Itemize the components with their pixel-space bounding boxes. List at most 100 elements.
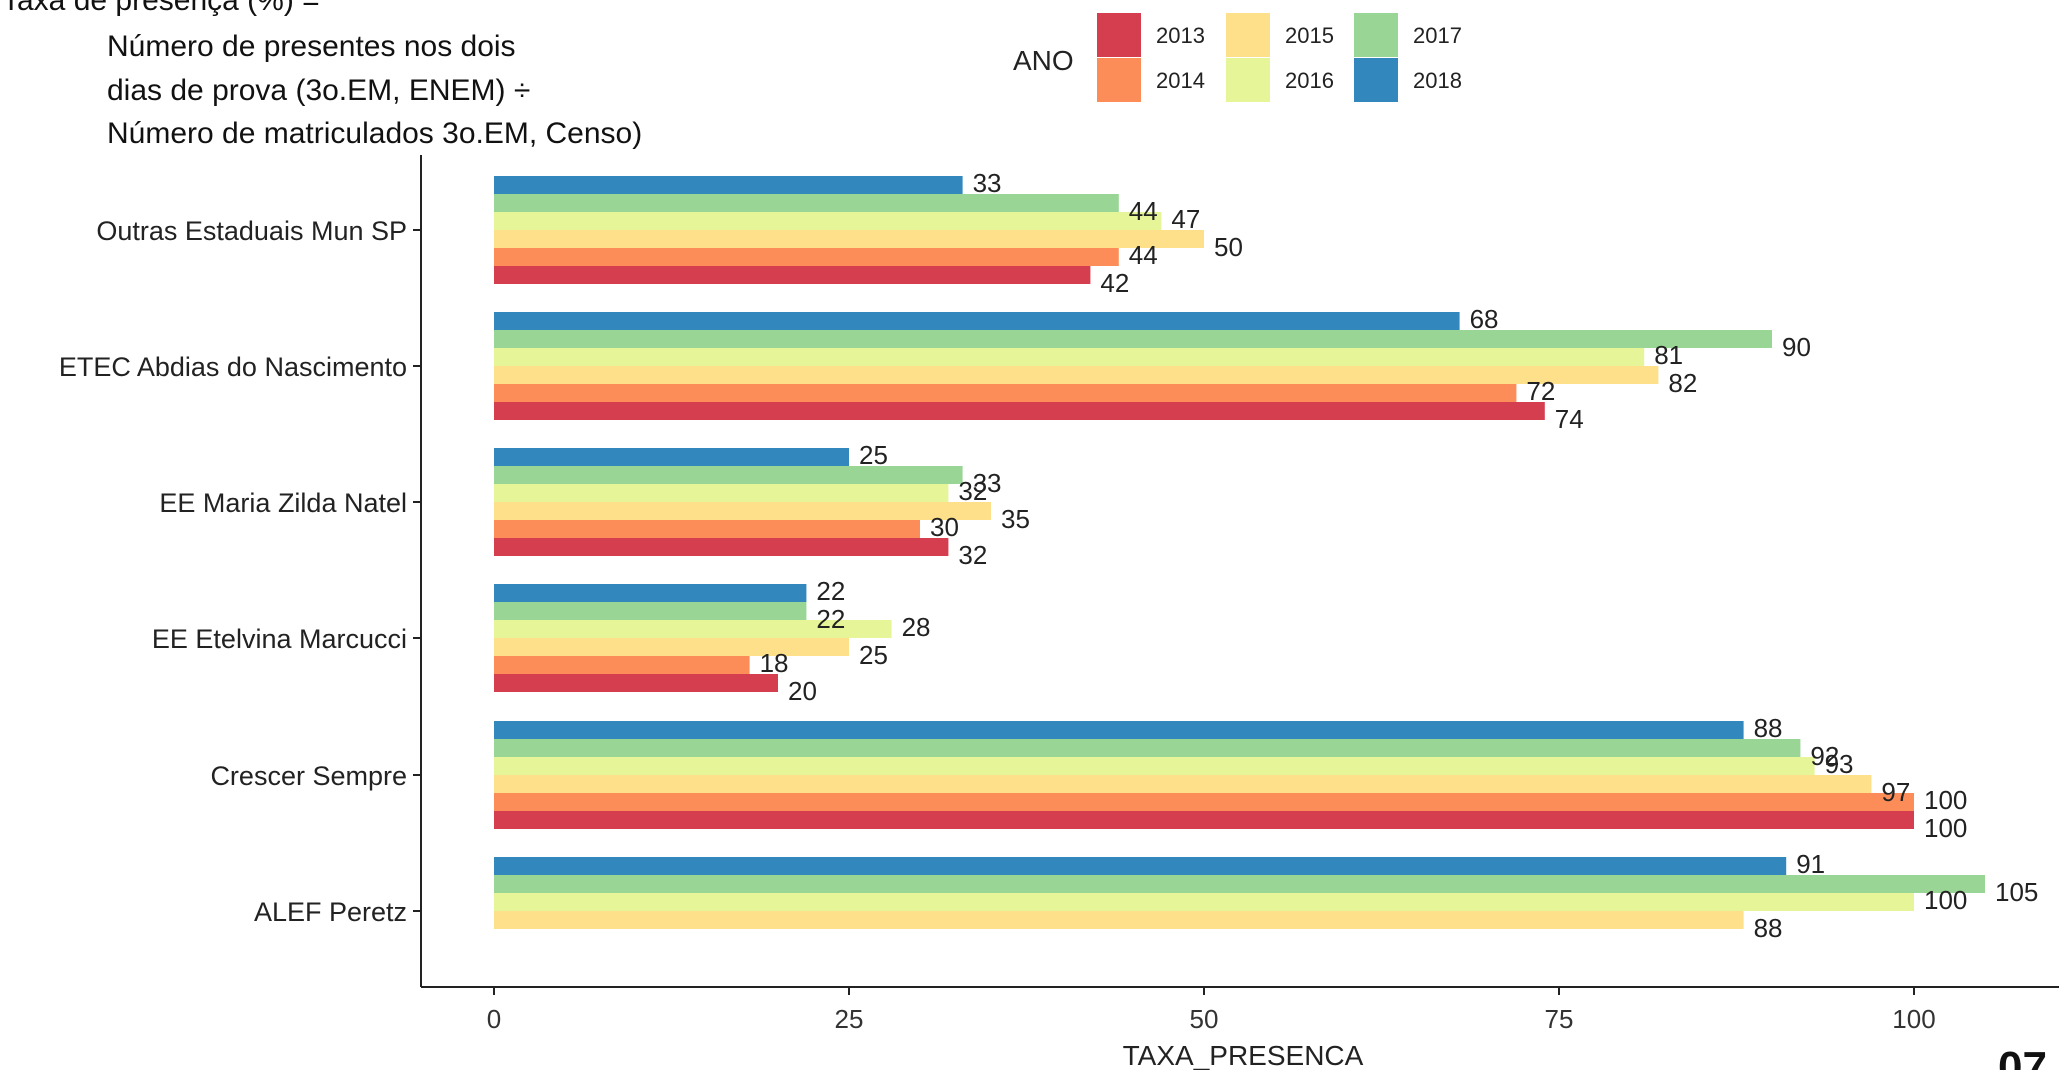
bar-etec-abdias-do-nascimento-2018 bbox=[494, 312, 1460, 330]
bar-ee-etelvina-marcucci-2015 bbox=[494, 638, 849, 656]
formula-title: Taxa de presença (%) = bbox=[2, 0, 320, 17]
data-label-ee-maria-zilda-natel-2013: 32 bbox=[958, 540, 987, 570]
bars bbox=[494, 176, 1985, 929]
x-tick-label-0: 0 bbox=[487, 1004, 501, 1034]
bar-outras-estaduais-mun-sp-2018 bbox=[494, 176, 963, 194]
legend-label-2016: 2016 bbox=[1285, 68, 1334, 93]
bar-alef-peretz-2017 bbox=[494, 875, 1985, 893]
data-label-ee-etelvina-marcucci-2017: 22 bbox=[816, 604, 845, 634]
legend-key-2013 bbox=[1097, 13, 1141, 57]
x-axis-title: TAXA_PRESENCA bbox=[1123, 1040, 1364, 1070]
ticks: Outras Estaduais Mun SP ETEC Abdias do Na… bbox=[59, 216, 1936, 1034]
legend-key-2015 bbox=[1226, 13, 1270, 57]
legend: ANO 2013 2014 2015 2016 2017 2018 bbox=[1013, 13, 1462, 102]
legend-label-2017: 2017 bbox=[1413, 23, 1462, 48]
data-label-outras-estaduais-mun-sp-2016: 47 bbox=[1171, 204, 1200, 234]
bar-crescer-sempre-2017 bbox=[494, 739, 1801, 757]
y-tick-label-outras-estaduais-mun-sp: Outras Estaduais Mun SP bbox=[96, 216, 407, 246]
x-tick-label-75: 75 bbox=[1545, 1004, 1574, 1034]
bar-ee-etelvina-marcucci-2016 bbox=[494, 620, 892, 638]
data-label-outras-estaduais-mun-sp-2017: 44 bbox=[1129, 196, 1158, 226]
bar-etec-abdias-do-nascimento-2017 bbox=[494, 330, 1772, 348]
data-label-alef-peretz-2018: 91 bbox=[1796, 849, 1825, 879]
bar-etec-abdias-do-nascimento-2014 bbox=[494, 384, 1517, 402]
data-label-crescer-sempre-2017: 92 bbox=[1810, 741, 1839, 771]
data-label-ee-etelvina-marcucci-2013: 20 bbox=[788, 676, 817, 706]
page-marker: 07 bbox=[1998, 1043, 2047, 1070]
data-label-etec-abdias-do-nascimento-2016: 81 bbox=[1654, 340, 1683, 370]
bar-ee-maria-zilda-natel-2013 bbox=[494, 538, 949, 556]
bar-outras-estaduais-mun-sp-2017 bbox=[494, 194, 1119, 212]
data-label-etec-abdias-do-nascimento-2017: 90 bbox=[1782, 332, 1811, 362]
bar-ee-etelvina-marcucci-2014 bbox=[494, 656, 750, 674]
data-label-ee-etelvina-marcucci-2014: 18 bbox=[760, 648, 789, 678]
axes bbox=[420, 155, 2059, 988]
legend-key-2014 bbox=[1097, 58, 1141, 102]
y-tick-label-crescer-sempre: Crescer Sempre bbox=[210, 761, 407, 791]
data-label-crescer-sempre-2018: 88 bbox=[1754, 713, 1783, 743]
data-label-ee-maria-zilda-natel-2015: 35 bbox=[1001, 504, 1030, 534]
formula-line-3: Número de matriculados 3o.EM, Censo) bbox=[107, 117, 642, 150]
data-label-ee-maria-zilda-natel-2014: 30 bbox=[930, 512, 959, 542]
data-label-ee-maria-zilda-natel-2016: 32 bbox=[958, 476, 987, 506]
data-label-outras-estaduais-mun-sp-2018: 33 bbox=[973, 168, 1002, 198]
bar-crescer-sempre-2018 bbox=[494, 721, 1744, 739]
bar-crescer-sempre-2014 bbox=[494, 793, 1914, 811]
bar-etec-abdias-do-nascimento-2015 bbox=[494, 366, 1659, 384]
data-label-alef-peretz-2017: 105 bbox=[1995, 877, 2038, 907]
y-tick-label-alef-peretz: ALEF Peretz bbox=[254, 897, 407, 927]
data-label-ee-etelvina-marcucci-2015: 25 bbox=[859, 640, 888, 670]
bar-ee-maria-zilda-natel-2015 bbox=[494, 502, 991, 520]
legend-label-2018: 2018 bbox=[1413, 68, 1462, 93]
bar-ee-etelvina-marcucci-2013 bbox=[494, 674, 778, 692]
data-label-outras-estaduais-mun-sp-2013: 42 bbox=[1100, 268, 1129, 298]
x-tick-label-100: 100 bbox=[1892, 1004, 1935, 1034]
legend-label-2014: 2014 bbox=[1156, 68, 1205, 93]
bar-etec-abdias-do-nascimento-2013 bbox=[494, 402, 1545, 420]
formula-description: Taxa de presença (%) = Número de present… bbox=[2, 0, 642, 150]
legend-label-2015: 2015 bbox=[1285, 23, 1334, 48]
legend-key-2018 bbox=[1354, 58, 1398, 102]
data-label-etec-abdias-do-nascimento-2014: 72 bbox=[1526, 376, 1555, 406]
data-label-ee-maria-zilda-natel-2017: 33 bbox=[973, 468, 1002, 498]
bar-outras-estaduais-mun-sp-2014 bbox=[494, 248, 1119, 266]
bar-ee-maria-zilda-natel-2018 bbox=[494, 448, 849, 466]
bar-ee-etelvina-marcucci-2017 bbox=[494, 602, 807, 620]
data-label-etec-abdias-do-nascimento-2015: 82 bbox=[1668, 368, 1697, 398]
bar-ee-maria-zilda-natel-2014 bbox=[494, 520, 920, 538]
y-tick-label-ee-etelvina-marcucci: EE Etelvina Marcucci bbox=[152, 624, 407, 654]
formula-line-1: Número de presentes nos dois bbox=[107, 30, 516, 63]
x-tick-label-50: 50 bbox=[1190, 1004, 1219, 1034]
legend-title: ANO bbox=[1013, 45, 1074, 76]
formula-line-2: dias de prova (3o.EM, ENEM) ÷ bbox=[107, 74, 530, 107]
data-label-crescer-sempre-2015: 97 bbox=[1881, 777, 1910, 807]
data-label-crescer-sempre-2016: 93 bbox=[1825, 749, 1854, 779]
data-label-crescer-sempre-2013: 100 bbox=[1924, 813, 1967, 843]
bar-alef-peretz-2015 bbox=[494, 911, 1744, 929]
data-label-alef-peretz-2015: 88 bbox=[1754, 913, 1783, 943]
data-label-outras-estaduais-mun-sp-2015: 50 bbox=[1214, 232, 1243, 262]
data-label-crescer-sempre-2014: 100 bbox=[1924, 785, 1967, 815]
bar-ee-etelvina-marcucci-2018 bbox=[494, 584, 807, 602]
bar-crescer-sempre-2016 bbox=[494, 757, 1815, 775]
bar-ee-maria-zilda-natel-2017 bbox=[494, 466, 963, 484]
data-label-ee-maria-zilda-natel-2018: 25 bbox=[859, 440, 888, 470]
data-label-outras-estaduais-mun-sp-2014: 44 bbox=[1129, 240, 1158, 270]
bar-ee-maria-zilda-natel-2016 bbox=[494, 484, 949, 502]
y-tick-label-ee-maria-zilda-natel: EE Maria Zilda Natel bbox=[159, 488, 407, 518]
bar-crescer-sempre-2013 bbox=[494, 811, 1914, 829]
bar-alef-peretz-2016 bbox=[494, 893, 1914, 911]
legend-label-2013: 2013 bbox=[1156, 23, 1205, 48]
bar-outras-estaduais-mun-sp-2015 bbox=[494, 230, 1204, 248]
legend-key-2016 bbox=[1226, 58, 1270, 102]
x-tick-label-25: 25 bbox=[835, 1004, 864, 1034]
data-label-etec-abdias-do-nascimento-2018: 68 bbox=[1470, 304, 1499, 334]
data-label-alef-peretz-2016: 100 bbox=[1924, 885, 1967, 915]
data-label-ee-etelvina-marcucci-2018: 22 bbox=[816, 576, 845, 606]
bar-crescer-sempre-2015 bbox=[494, 775, 1872, 793]
data-label-etec-abdias-do-nascimento-2013: 74 bbox=[1555, 404, 1584, 434]
bar-outras-estaduais-mun-sp-2016 bbox=[494, 212, 1162, 230]
bar-etec-abdias-do-nascimento-2016 bbox=[494, 348, 1645, 366]
